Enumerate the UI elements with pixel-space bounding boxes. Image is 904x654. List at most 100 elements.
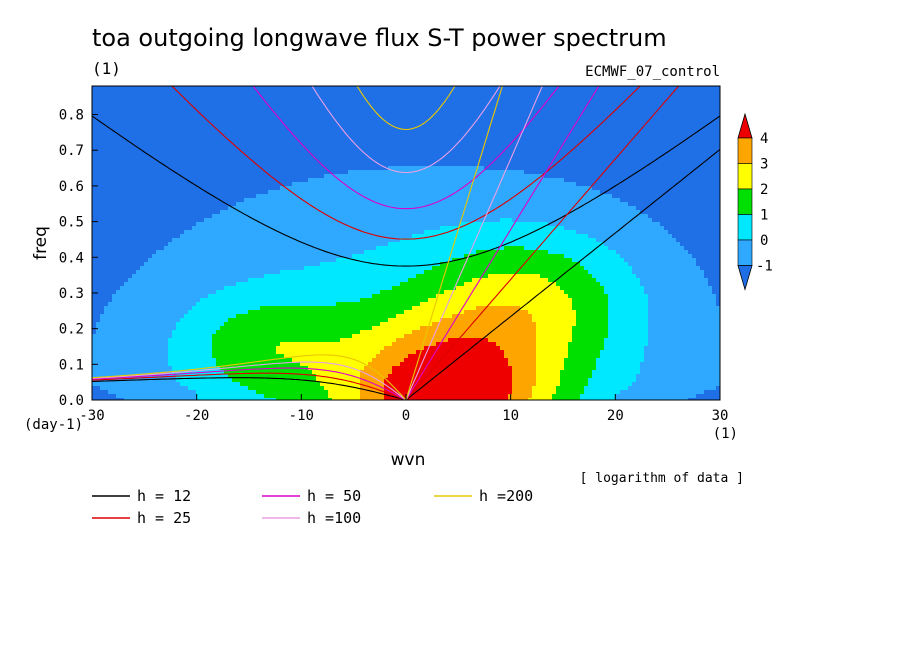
contour-cell — [532, 182, 537, 187]
contour-cell — [708, 146, 713, 151]
contour-cell — [164, 178, 169, 183]
contour-cell — [304, 210, 309, 215]
contour-cell — [340, 118, 345, 123]
contour-cell — [648, 186, 653, 191]
contour-cell — [448, 98, 453, 103]
contour-cell — [712, 186, 717, 191]
contour-cell — [428, 170, 433, 175]
contour-cell — [372, 142, 377, 147]
contour-cell — [596, 146, 601, 151]
contour-cell — [604, 114, 609, 119]
contour-cell — [624, 186, 629, 191]
contour-cell — [100, 198, 105, 203]
contour-cell — [640, 130, 645, 135]
contour-cell — [112, 174, 117, 179]
contour-cell — [568, 102, 573, 107]
contour-cell — [696, 198, 701, 203]
contour-cell — [236, 166, 241, 171]
contour-cell — [288, 206, 293, 211]
contour-cell — [400, 186, 405, 191]
contour-cell — [392, 190, 397, 195]
contour-cell — [508, 86, 513, 91]
contour-cell — [208, 150, 213, 155]
contour-cell — [268, 122, 273, 127]
contour-cell — [500, 98, 505, 103]
contour-cell — [364, 110, 369, 115]
contour-cell — [516, 90, 521, 95]
contour-cell — [148, 130, 153, 135]
contour-cell — [236, 170, 241, 175]
contour-cell — [316, 150, 321, 155]
contour-cell — [120, 158, 125, 163]
contour-cell — [172, 150, 177, 155]
contour-cell — [660, 206, 665, 211]
contour-cell — [328, 154, 333, 159]
contour-cell — [320, 154, 325, 159]
contour-cell — [576, 198, 581, 203]
contour-cell — [620, 162, 625, 167]
contour-cell — [536, 174, 541, 179]
contour-cell — [180, 114, 185, 119]
contour-cell — [704, 94, 709, 99]
contour-cell — [572, 194, 577, 199]
contour-cell — [164, 134, 169, 139]
contour-cell — [104, 186, 109, 191]
contour-cell — [260, 94, 265, 99]
contour-cell — [508, 118, 513, 123]
contour-cell — [432, 154, 437, 159]
contour-cell — [684, 90, 689, 95]
contour-cell — [644, 106, 649, 111]
contour-cell — [656, 178, 661, 183]
contour-cell — [244, 198, 249, 203]
contour-cell — [308, 170, 313, 175]
contour-cell — [296, 158, 301, 163]
contour-cell — [668, 170, 673, 175]
contour-cell — [356, 122, 361, 127]
contour-cell — [612, 118, 617, 123]
contour-cell — [524, 138, 529, 143]
contour-cell — [612, 102, 617, 107]
contour-cell — [352, 122, 357, 127]
contour-cell — [232, 134, 237, 139]
contour-cell — [680, 122, 685, 127]
contour-cell — [388, 202, 393, 207]
contour-cell — [356, 210, 361, 215]
contour-cell — [368, 146, 373, 151]
contour-cell — [228, 110, 233, 115]
contour-cell — [180, 206, 185, 211]
contour-cell — [108, 114, 113, 119]
contour-cell — [496, 102, 501, 107]
contour-cell — [636, 166, 641, 171]
contour-cell — [452, 178, 457, 183]
contour-cell — [92, 86, 97, 91]
contour-cell — [484, 110, 489, 115]
contour-cell — [552, 142, 557, 147]
contour-cell — [504, 134, 509, 139]
contour-cell — [564, 182, 569, 187]
contour-cell — [448, 154, 453, 159]
contour-cell — [304, 94, 309, 99]
contour-cell — [368, 98, 373, 103]
contour-cell — [636, 206, 641, 211]
contour-cell — [212, 186, 217, 191]
contour-cell — [480, 134, 485, 139]
contour-cell — [224, 90, 229, 95]
contour-cell — [468, 162, 473, 167]
contour-cell — [276, 86, 281, 91]
contour-cell — [380, 154, 385, 159]
contour-cell — [596, 202, 601, 207]
contour-cell — [660, 130, 665, 135]
contour-cell — [180, 194, 185, 199]
contour-cell — [680, 134, 685, 139]
contour-cell — [540, 190, 545, 195]
contour-cell — [500, 198, 505, 203]
contour-cell — [340, 134, 345, 139]
contour-cell — [700, 106, 705, 111]
contour-cell — [220, 198, 225, 203]
contour-cell — [492, 178, 497, 183]
contour-cell — [372, 138, 377, 143]
contour-cell — [168, 202, 173, 207]
contour-cell — [524, 146, 529, 151]
contour-cell — [308, 174, 313, 179]
contour-cell — [456, 90, 461, 95]
